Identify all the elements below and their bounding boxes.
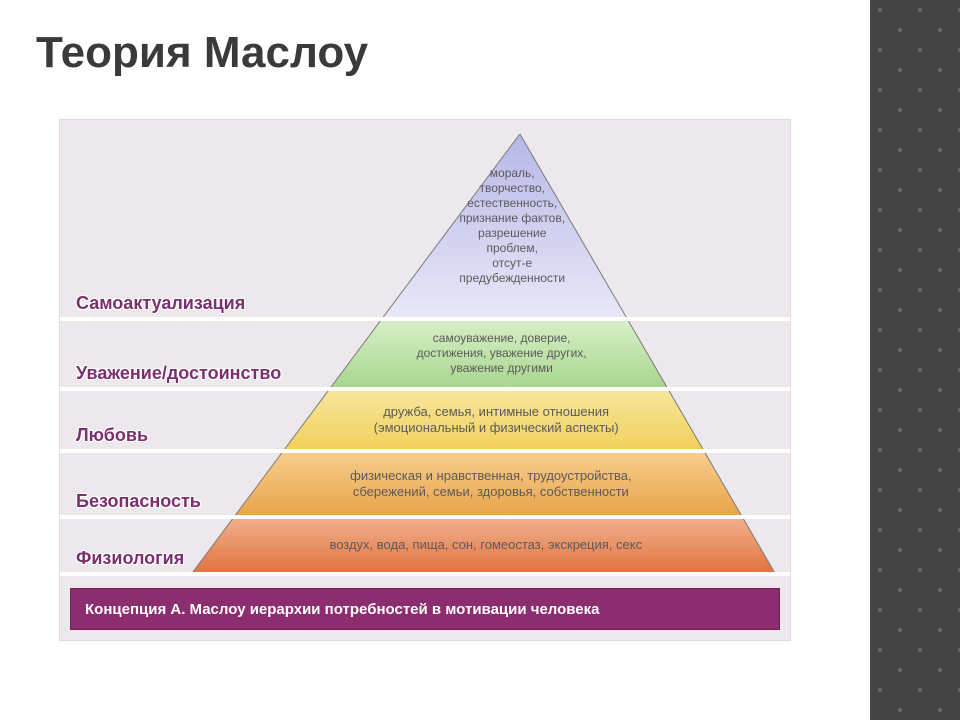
divider-3 (60, 515, 790, 519)
divider-1 (60, 387, 790, 391)
divider-0 (60, 317, 790, 321)
divider-4 (60, 572, 790, 576)
maslow-figure: Самоактуализация мораль, творчество, есте… (60, 120, 790, 640)
decorative-border (870, 0, 960, 720)
caption-bar: Концепция А. Маслоу иерархии потребносте… (70, 588, 780, 630)
level-text-1: самоуважение, доверие, достижения, уваже… (356, 323, 648, 385)
page-title: Теория Маслоу (36, 28, 368, 78)
level-text-2: дружба, семья, интимные отношения (эмоци… (306, 393, 686, 447)
level-label-0: Самоактуализация (76, 293, 245, 314)
level-label-1: Уважение/достоинство (76, 363, 281, 384)
level-text-4: воздух, вода, пища, сон, гомеостаз, экск… (213, 521, 759, 570)
caption-text: Концепция А. Маслоу иерархии потребносте… (85, 601, 600, 618)
level-label-2: Любовь (76, 425, 148, 446)
level-text-3: физическая и нравственная, трудоустройст… (259, 455, 723, 513)
level-text-0: мораль, творчество, естественность, приз… (451, 138, 574, 315)
pyramid-wrap: Самоактуализация мораль, творчество, есте… (60, 134, 790, 574)
level-label-4: Физиология (76, 548, 184, 569)
divider-2 (60, 449, 790, 453)
level-label-3: Безопасность (76, 491, 201, 512)
